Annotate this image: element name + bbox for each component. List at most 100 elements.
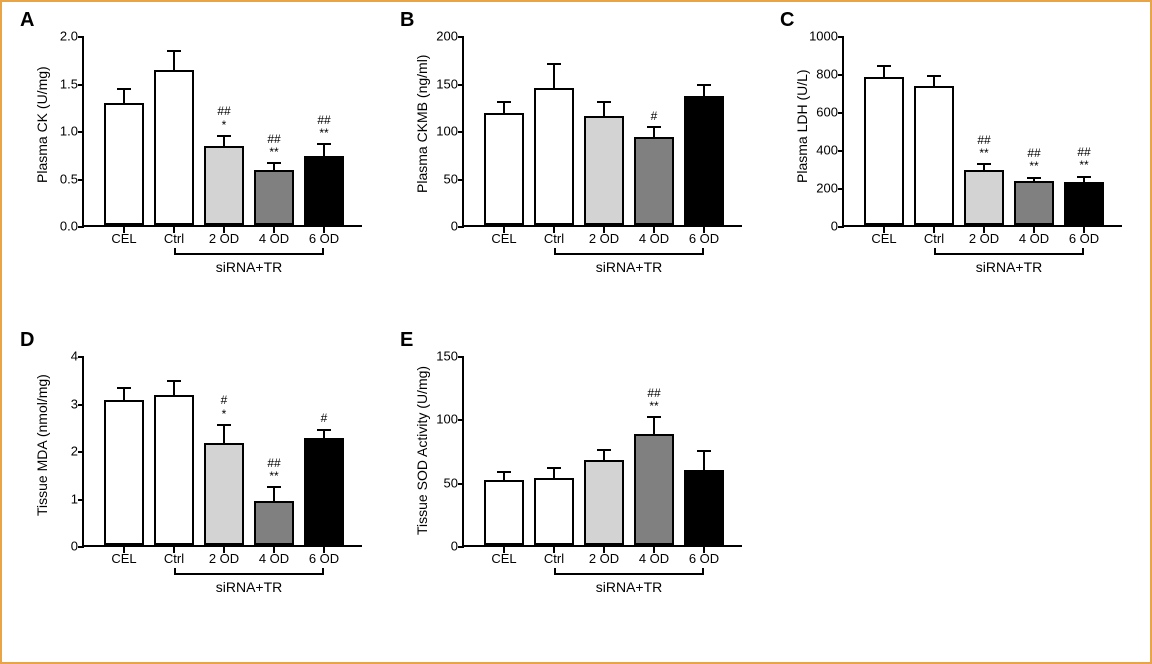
- significance-marker: ##**: [267, 457, 280, 483]
- error-cap: [597, 101, 611, 103]
- error-bar: [603, 102, 605, 116]
- error-cap: [267, 162, 281, 164]
- group-bracket: [174, 573, 324, 575]
- significance-marker: ##**: [1077, 146, 1090, 172]
- y-tick-label: 600: [816, 105, 844, 120]
- significance-marker: ##**: [267, 133, 280, 159]
- bar: [484, 113, 524, 225]
- error-bar: [223, 136, 225, 146]
- x-tick-label: 6 OD: [689, 545, 719, 566]
- error-bar: [323, 144, 325, 155]
- x-tick-label: 2 OD: [969, 225, 999, 246]
- panel-label: B: [400, 9, 414, 32]
- error-cap: [697, 84, 711, 86]
- y-tick-label: 1000: [809, 29, 844, 44]
- group-label: siRNA+TR: [216, 259, 283, 275]
- group-bracket: [174, 253, 324, 255]
- error-bar: [273, 487, 275, 501]
- error-bar: [653, 417, 655, 433]
- significance-marker: #: [651, 110, 658, 123]
- y-tick-label: 2: [71, 444, 84, 459]
- panel-label: D: [20, 329, 34, 352]
- bar: [634, 434, 674, 545]
- bar: [684, 470, 724, 545]
- group-label: siRNA+TR: [596, 259, 663, 275]
- group-bracket-end: [1082, 248, 1084, 253]
- group-bracket: [554, 573, 704, 575]
- x-tick-label: Ctrl: [544, 225, 564, 246]
- x-tick-label: CEL: [111, 545, 136, 566]
- group-label: siRNA+TR: [596, 579, 663, 595]
- error-cap: [877, 65, 891, 67]
- bar: [154, 395, 194, 545]
- error-cap: [217, 424, 231, 426]
- group-bracket-end: [322, 568, 324, 573]
- x-tick-label: 4 OD: [259, 225, 289, 246]
- error-cap: [217, 135, 231, 137]
- y-tick-label: 150: [436, 76, 464, 91]
- group-bracket-end: [702, 248, 704, 253]
- bar: [154, 70, 194, 225]
- y-tick-label: 200: [436, 29, 464, 44]
- error-bar: [123, 89, 125, 103]
- y-tick-label: 0.5: [60, 171, 84, 186]
- group-bracket-end: [174, 248, 176, 253]
- error-bar: [123, 388, 125, 400]
- error-cap: [317, 429, 331, 431]
- bar: [634, 137, 674, 225]
- panel-a: A0.00.51.01.52.0CELCtrl##*2 OD##**4 OD##…: [12, 7, 372, 307]
- chart-area: 0.00.51.01.52.0CELCtrl##*2 OD##**4 OD##*…: [82, 37, 362, 227]
- y-axis-label: Plasma CKMB (ng/ml): [414, 54, 430, 192]
- bar: [964, 170, 1004, 225]
- error-cap: [1077, 176, 1091, 178]
- y-tick-label: 0: [71, 539, 84, 554]
- y-tick-label: 50: [444, 171, 464, 186]
- group-bracket-end: [554, 248, 556, 253]
- significance-marker: #*: [221, 394, 228, 420]
- y-tick-label: 50: [444, 475, 464, 490]
- x-tick-label: 4 OD: [639, 545, 669, 566]
- y-tick-label: 0.0: [60, 219, 84, 234]
- bar: [584, 116, 624, 225]
- error-bar: [173, 51, 175, 70]
- bar: [304, 156, 344, 225]
- y-tick-label: 0: [451, 219, 464, 234]
- x-tick-label: CEL: [871, 225, 896, 246]
- chart-area: 01234CELCtrl#*2 OD##**4 OD#6 ODsiRNA+TR: [82, 357, 362, 547]
- panel-e: E050100150CELCtrl2 OD##**4 OD6 ODsiRNA+T…: [392, 327, 752, 627]
- x-tick-label: Ctrl: [924, 225, 944, 246]
- panel-label: C: [780, 9, 794, 32]
- bar: [534, 478, 574, 545]
- figure-container: A0.00.51.01.52.0CELCtrl##*2 OD##**4 OD##…: [0, 0, 1152, 664]
- error-bar: [273, 163, 275, 170]
- error-cap: [547, 63, 561, 65]
- bar: [1064, 182, 1104, 225]
- error-bar: [703, 451, 705, 470]
- panel-d: D 01234CELCtrl#*2 OD##**4 OD#6 ODsiRNA+TR…: [12, 327, 372, 627]
- error-bar: [603, 450, 605, 460]
- x-tick-label: Ctrl: [544, 545, 564, 566]
- group-bracket-end: [554, 568, 556, 573]
- y-axis-label: Tissue SOD Activity (U/mg): [414, 366, 430, 535]
- y-tick-label: 100: [436, 412, 464, 427]
- error-cap: [697, 450, 711, 452]
- error-bar: [653, 127, 655, 137]
- error-cap: [647, 416, 661, 418]
- error-cap: [167, 50, 181, 52]
- x-tick-label: 2 OD: [589, 545, 619, 566]
- error-cap: [977, 163, 991, 165]
- group-bracket-end: [934, 248, 936, 253]
- bar: [1014, 181, 1054, 225]
- bar: [534, 88, 574, 225]
- group-bracket-end: [702, 568, 704, 573]
- bar: [584, 460, 624, 545]
- error-cap: [1027, 177, 1041, 179]
- error-cap: [167, 380, 181, 382]
- bar: [304, 438, 344, 545]
- x-tick-label: Ctrl: [164, 225, 184, 246]
- y-tick-label: 2.0: [60, 29, 84, 44]
- bar: [104, 400, 144, 545]
- group-bracket-end: [174, 568, 176, 573]
- y-tick-label: 3: [71, 396, 84, 411]
- y-axis-label: Tissue MDA (nmol/mg): [34, 374, 50, 516]
